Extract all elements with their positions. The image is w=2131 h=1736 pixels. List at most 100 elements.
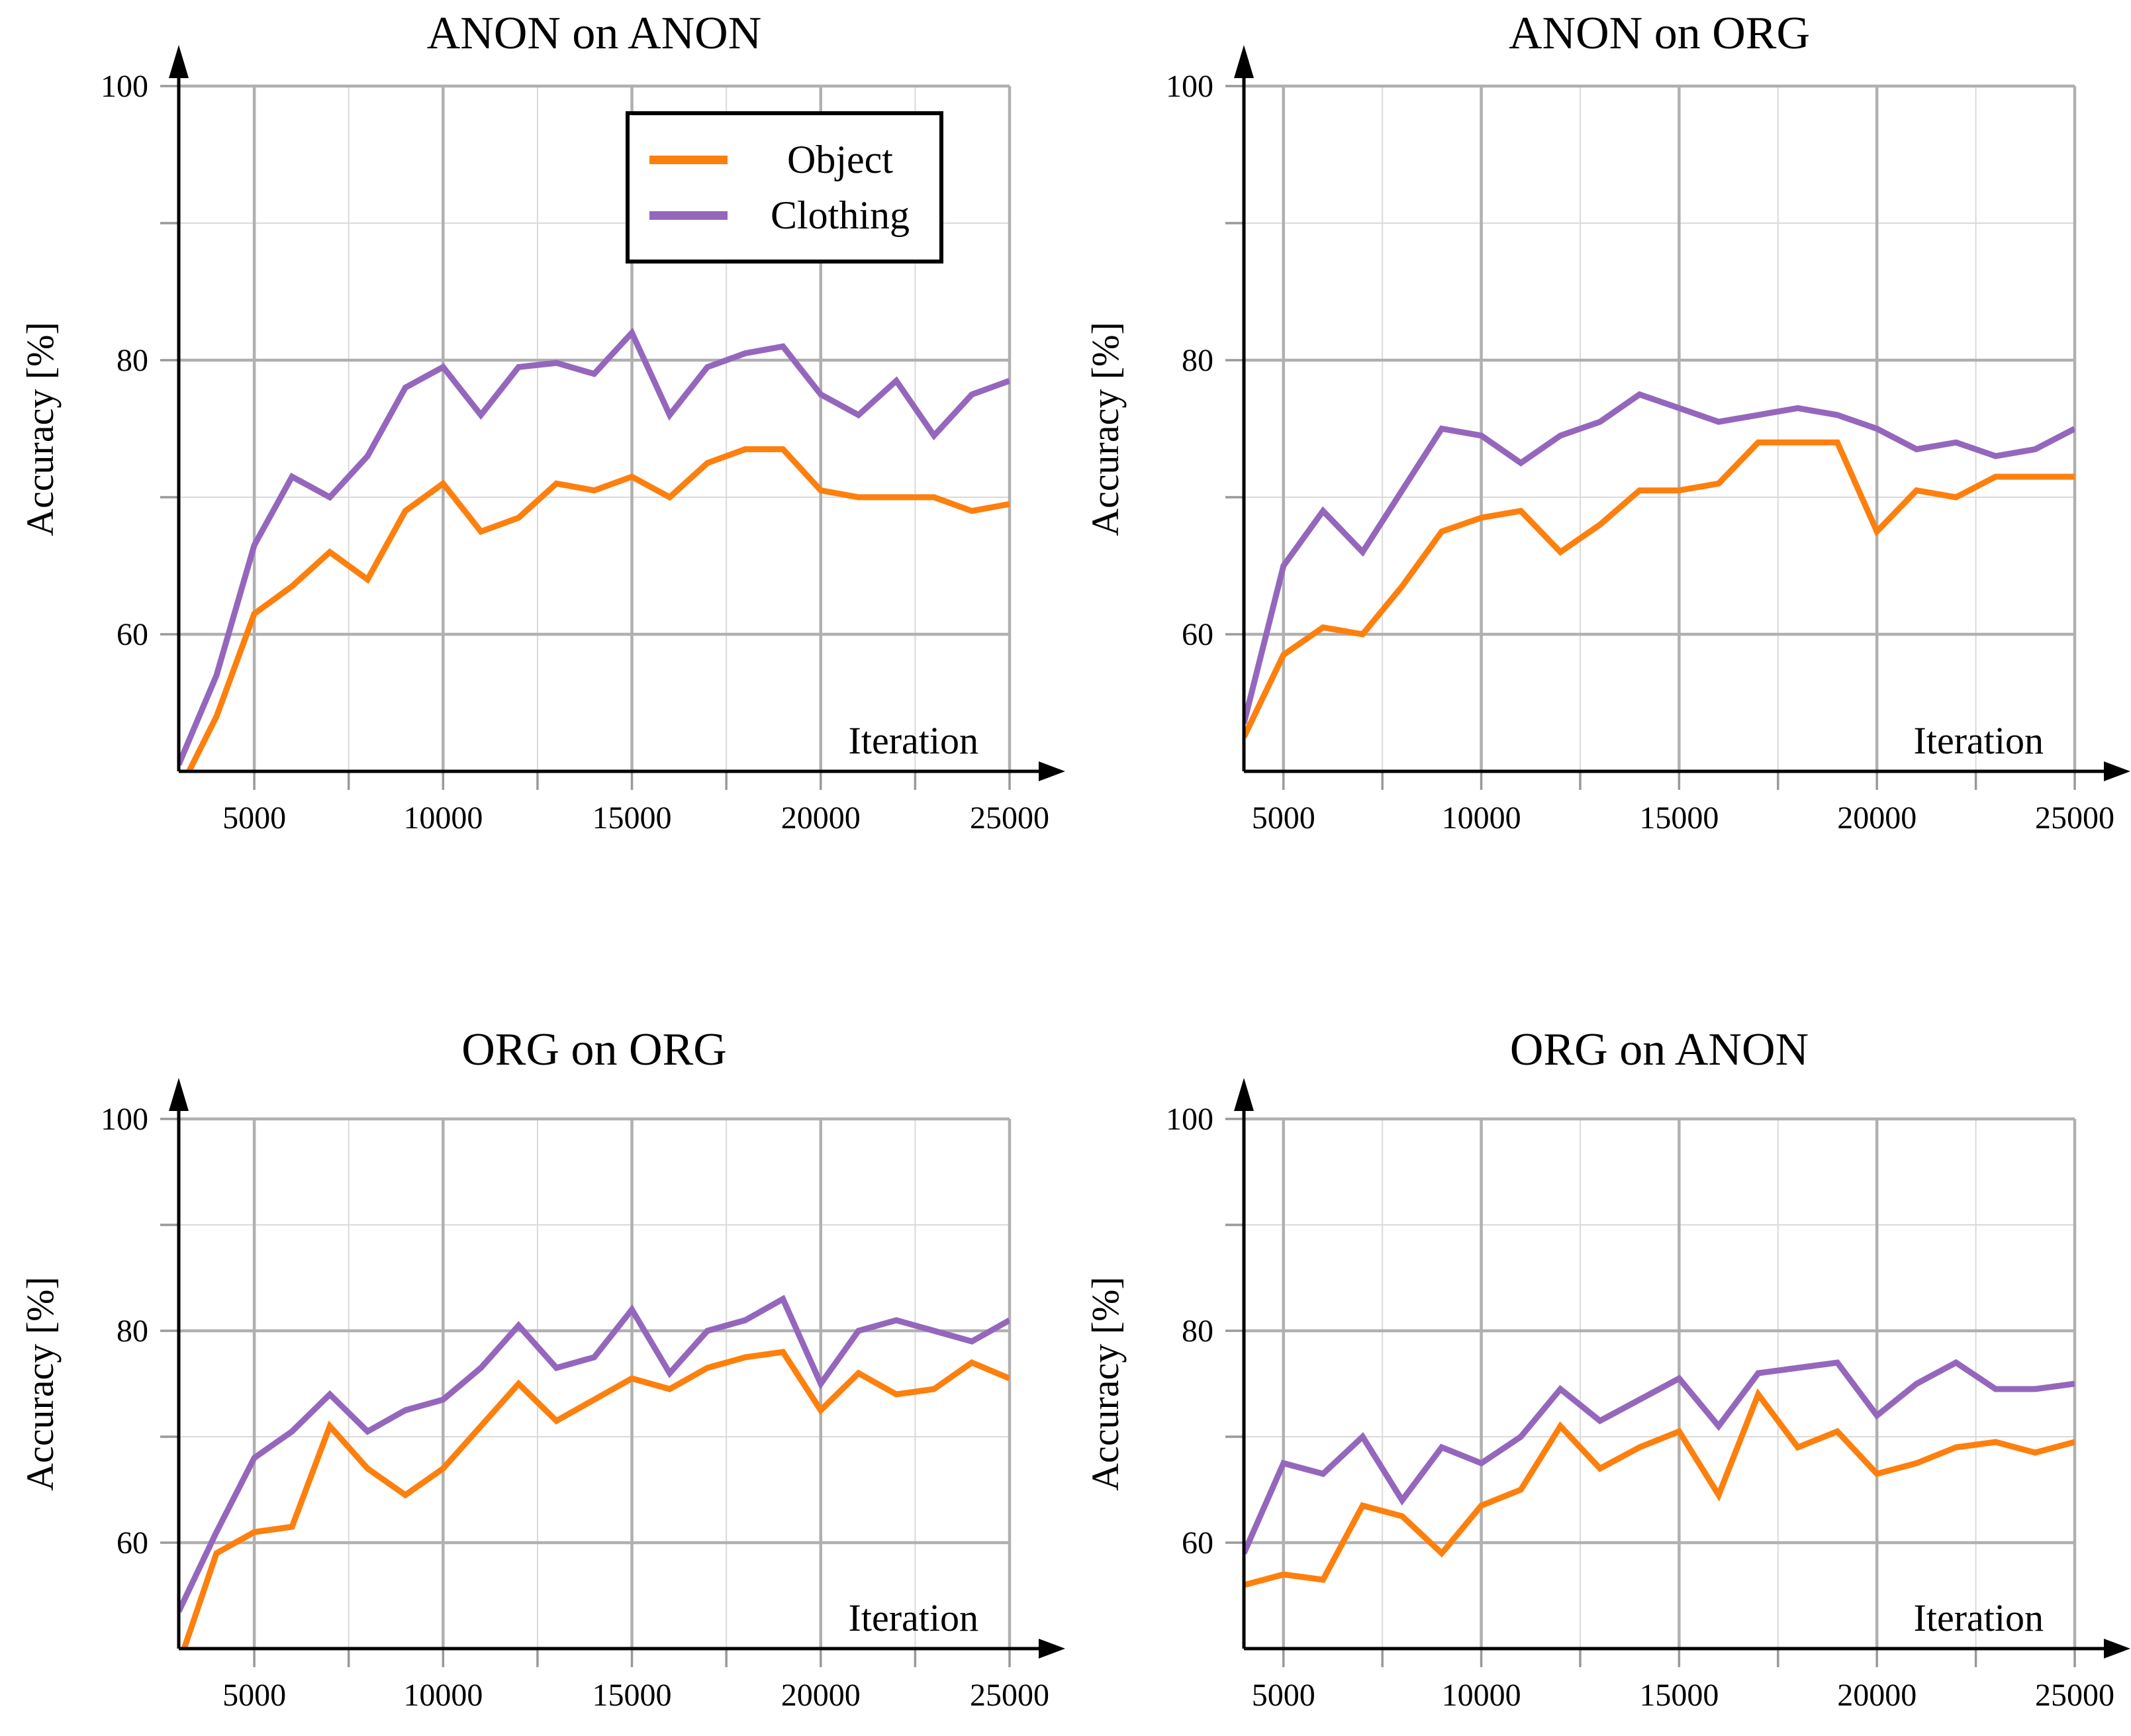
y-tick-label: 100 <box>101 1102 148 1137</box>
series-group <box>179 1294 1010 1649</box>
x-axis-label: Iteration <box>849 1596 978 1639</box>
series-line-clothing <box>1244 391 2075 724</box>
x-tick-label: 5000 <box>1252 800 1315 836</box>
chart-org-on-org: ORG on ORG 100 80 60 5000 10000 15000 20000 250… <box>0 868 1066 1736</box>
y-tick-labels: 100 80 60 <box>101 69 148 652</box>
series-line-object <box>1244 1388 2075 1588</box>
gridlines-minor <box>179 86 1010 771</box>
chart-title: ORG on ANON <box>1509 1024 1809 1075</box>
series-group <box>179 327 1010 771</box>
plot-org-on-anon: 100 80 60 5000 10000 15000 20000 25000 Accuracy… <box>1084 1078 2130 1713</box>
gridlines-minor <box>179 1119 1010 1649</box>
series-line-clothing <box>1244 1359 2075 1555</box>
axes <box>1242 74 2108 773</box>
y-tick-labels: 100 80 60 <box>101 1102 148 1561</box>
chart-title: ORG on ORG <box>461 1024 727 1075</box>
y-tick-label: 60 <box>1182 617 1213 652</box>
gridlines-minor <box>1244 86 2075 771</box>
x-tick-label: 15000 <box>592 800 672 836</box>
x-tick-labels: 5000 10000 15000 20000 25000 <box>222 800 1049 836</box>
axes <box>1242 1107 2108 1651</box>
series-group <box>1244 391 2075 739</box>
axis-arrowheads <box>169 1078 1065 1659</box>
plot-generated: 100 80 60 5000 10000 15000 20000 25000 <box>101 45 1065 836</box>
axis-ticks <box>160 85 1011 790</box>
y-tick-label: 80 <box>117 1314 148 1349</box>
legend-item-object: Object <box>649 140 930 179</box>
y-tick-label: 80 <box>1182 1314 1213 1349</box>
series-line-clothing <box>179 1294 1010 1613</box>
chart-title: ANON on ANON <box>426 8 762 59</box>
plot-org-on-org: 100 80 60 5000 10000 15000 20000 25000 Accuracy… <box>19 1078 1065 1713</box>
x-tick-label: 25000 <box>970 1678 1049 1713</box>
y-axis-label: Accuracy [%] <box>1084 322 1127 536</box>
y-tick-labels: 100 80 60 <box>1166 1102 1213 1561</box>
legend-item-clothing: Clothing <box>649 195 930 235</box>
x-tick-label: 5000 <box>222 800 286 836</box>
gridlines-major <box>179 84 1012 771</box>
y-tick-labels: 100 80 60 <box>1166 69 1213 652</box>
chart-title: ANON on ORG <box>1509 8 1810 59</box>
x-tick-label: 10000 <box>1442 800 1521 836</box>
x-tick-label: 5000 <box>1252 1678 1315 1713</box>
series-line-object <box>185 446 1010 771</box>
series-group <box>1244 1359 2075 1588</box>
x-tick-label: 10000 <box>1442 1678 1521 1713</box>
y-tick-label: 60 <box>117 617 148 652</box>
y-tick-label: 60 <box>117 1525 148 1561</box>
plot-anon-on-org: 100 80 60 5000 10000 15000 20000 25000 Accuracy… <box>1084 45 2130 836</box>
y-tick-label: 80 <box>1182 343 1213 378</box>
y-axis-label: Accuracy [%] <box>19 322 62 536</box>
x-tick-label: 15000 <box>592 1678 672 1713</box>
x-tick-label: 25000 <box>2035 1678 2114 1713</box>
y-tick-label: 100 <box>1166 1102 1213 1137</box>
x-tick-label: 10000 <box>403 1678 483 1713</box>
x-tick-label: 10000 <box>403 800 483 836</box>
axes <box>177 1107 1043 1651</box>
series-line-object <box>181 1349 1010 1649</box>
series-line-object <box>1244 439 2075 739</box>
y-tick-label: 100 <box>1166 69 1213 104</box>
y-axis-label: Accuracy [%] <box>19 1277 62 1491</box>
legend: Object Clothing <box>626 111 943 264</box>
chart-anon-on-anon: ANON on ANON 100 80 60 5000 10000 15000 20000 2… <box>0 0 1066 868</box>
x-tick-label: 15000 <box>1639 800 1719 836</box>
x-axis-label: Iteration <box>1914 719 2044 762</box>
y-tick-label: 60 <box>1182 1525 1213 1561</box>
x-tick-labels: 5000 10000 15000 20000 25000 <box>1252 800 2114 836</box>
series-line-clothing <box>179 327 1010 766</box>
clothing-line-swatch <box>649 211 728 220</box>
y-tick-label: 100 <box>101 69 148 104</box>
x-axis-label: Iteration <box>1914 1596 2044 1639</box>
plot-generated: 100 80 60 5000 10000 15000 20000 25000 <box>1166 1078 2130 1713</box>
x-tick-label: 25000 <box>2035 800 2114 836</box>
y-tick-label: 80 <box>117 343 148 378</box>
x-tick-labels: 5000 10000 15000 20000 25000 <box>1252 1678 2114 1713</box>
plot-generated: 100 80 60 5000 10000 15000 20000 25000 <box>1166 45 2130 836</box>
x-tick-label: 25000 <box>970 800 1049 836</box>
gridlines-major <box>179 1117 1012 1649</box>
gridlines-major <box>1244 1117 2077 1649</box>
axis-arrowheads <box>169 45 1065 781</box>
legend-label: Object <box>787 138 893 181</box>
x-tick-label: 20000 <box>1837 1678 1917 1713</box>
chart-anon-on-org: ANON on ORG 100 80 60 5000 10000 15000 20000 25… <box>1065 0 2131 868</box>
chart-org-on-anon: ORG on ANON 100 80 60 5000 10000 15000 20000 25… <box>1065 868 2131 1736</box>
y-axis-label: Accuracy [%] <box>1084 1277 1127 1491</box>
object-line-swatch <box>649 155 728 164</box>
x-tick-labels: 5000 10000 15000 20000 25000 <box>222 1678 1049 1713</box>
legend-label: Clothing <box>770 193 910 237</box>
axes <box>177 74 1043 773</box>
x-tick-label: 20000 <box>781 1678 861 1713</box>
x-axis-label: Iteration <box>849 719 978 762</box>
axis-ticks <box>160 1118 1011 1667</box>
x-tick-label: 20000 <box>781 800 861 836</box>
plot-generated: 100 80 60 5000 10000 15000 20000 25000 <box>101 1078 1065 1713</box>
x-tick-label: 20000 <box>1837 800 1917 836</box>
gridlines-major <box>1244 84 2077 771</box>
x-tick-label: 5000 <box>222 1678 286 1713</box>
x-tick-label: 15000 <box>1639 1678 1719 1713</box>
plot-anon-on-anon: 100 80 60 5000 10000 15000 20000 25000 Accuracy… <box>19 45 1065 836</box>
axis-arrowheads <box>1234 1078 2130 1659</box>
